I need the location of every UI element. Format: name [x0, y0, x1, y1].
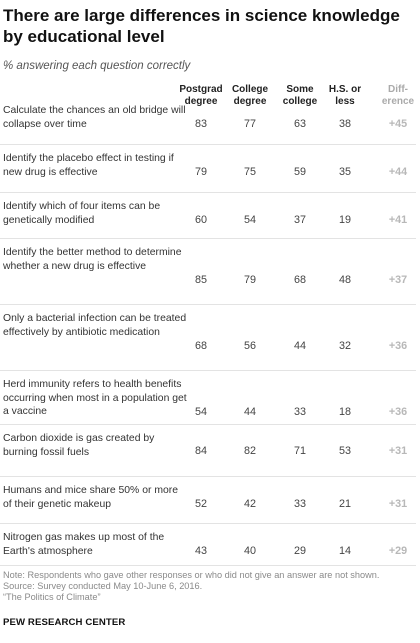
value-cell: 18 — [338, 406, 351, 418]
value-cell: 85 — [194, 274, 207, 286]
column-header-1: Postgrad degree — [171, 84, 231, 108]
row-label: Only a bacterial infection can be treate… — [3, 313, 187, 338]
column-header-line: erence — [381, 96, 415, 107]
row-separator — [0, 304, 416, 305]
column-header-5: Diff-erence — [368, 84, 420, 108]
value-cell: 52 — [194, 498, 207, 510]
difference-cell: +36 — [388, 340, 408, 352]
row-separator — [0, 370, 416, 371]
column-header-line: degree — [184, 96, 218, 107]
value-cell: 54 — [243, 214, 256, 226]
value-cell: 68 — [194, 340, 207, 352]
value-cell: 84 — [194, 445, 207, 457]
value-cell: 56 — [243, 340, 256, 352]
column-header-line: degree — [233, 96, 267, 107]
row-separator — [0, 424, 416, 425]
report-text: “The Politics of Climate” — [3, 592, 101, 602]
row-label: Identify the better method to determine … — [3, 247, 182, 272]
value-cell: 19 — [338, 214, 351, 226]
value-cell: 75 — [243, 166, 256, 178]
chart-subtitle: % answering each question correctly — [3, 60, 191, 72]
difference-cell: +36 — [388, 406, 408, 418]
row-label: Calculate the chances an old bridge will… — [3, 105, 186, 130]
row-label: Humans and mice share 50% or more of the… — [3, 485, 178, 510]
value-cell: 29 — [293, 545, 306, 557]
value-cell: 44 — [293, 340, 306, 352]
row-separator — [0, 476, 416, 477]
row-separator — [0, 192, 416, 193]
value-cell: 60 — [194, 214, 207, 226]
value-cell: 33 — [293, 406, 306, 418]
row-separator — [0, 523, 416, 524]
row-label: Identify the placebo effect in testing i… — [3, 153, 174, 178]
value-cell: 54 — [194, 406, 207, 418]
value-cell: 14 — [338, 545, 351, 557]
column-header-line: Diff- — [388, 84, 408, 95]
value-cell: 53 — [338, 445, 351, 457]
difference-cell: +44 — [388, 166, 408, 178]
pew-logo-text: PEW RESEARCH CENTER — [3, 617, 126, 628]
value-cell: 48 — [338, 274, 351, 286]
column-header-line: Postgrad — [179, 84, 223, 95]
column-header-line: College — [231, 84, 269, 95]
column-header-line: college — [282, 96, 318, 107]
column-header-3: Some college — [270, 84, 330, 108]
column-header-line: H.S. or — [328, 84, 362, 95]
difference-cell: +37 — [388, 274, 408, 286]
chart-notes: Note: Respondents who gave other respons… — [3, 570, 417, 603]
value-cell: 37 — [293, 214, 306, 226]
value-cell: 43 — [194, 545, 207, 557]
value-cell: 82 — [243, 445, 256, 457]
value-cell: 77 — [243, 118, 256, 130]
value-cell: 68 — [293, 274, 306, 286]
difference-cell: +29 — [388, 545, 408, 557]
row-label: Herd immunity refers to health benefits … — [3, 379, 187, 417]
value-cell: 33 — [293, 498, 306, 510]
value-cell: 40 — [243, 545, 256, 557]
row-separator — [0, 565, 416, 566]
value-cell: 79 — [194, 166, 207, 178]
value-cell: 63 — [293, 118, 306, 130]
value-cell: 83 — [194, 118, 207, 130]
row-label: Identify which of four items can be gene… — [3, 201, 161, 226]
difference-cell: +31 — [388, 498, 408, 510]
row-separator — [0, 238, 416, 239]
column-header-2: College degree — [220, 84, 280, 108]
row-separator — [0, 144, 416, 145]
note-text: Note: Respondents who gave other respons… — [3, 570, 380, 580]
value-cell: 44 — [243, 406, 256, 418]
difference-cell: +45 — [388, 118, 408, 130]
difference-cell: +41 — [388, 214, 408, 226]
value-cell: 32 — [338, 340, 351, 352]
row-label: Nitrogen gas makes up most of the Earth'… — [3, 532, 165, 557]
chart-title: There are large differences in science k… — [3, 6, 400, 46]
source-text: Source: Survey conducted May 10-June 6, … — [3, 581, 203, 591]
column-header-line: Some — [286, 84, 314, 95]
row-label: Carbon dioxide is gas created by burning… — [3, 433, 155, 458]
column-header-4: H.S. or less — [315, 84, 375, 108]
value-cell: 59 — [293, 166, 306, 178]
difference-cell: +31 — [388, 445, 408, 457]
value-cell: 35 — [338, 166, 351, 178]
value-cell: 79 — [243, 274, 256, 286]
value-cell: 71 — [293, 445, 306, 457]
column-header-line: less — [335, 96, 355, 107]
value-cell: 38 — [338, 118, 351, 130]
value-cell: 21 — [338, 498, 351, 510]
value-cell: 42 — [243, 498, 256, 510]
